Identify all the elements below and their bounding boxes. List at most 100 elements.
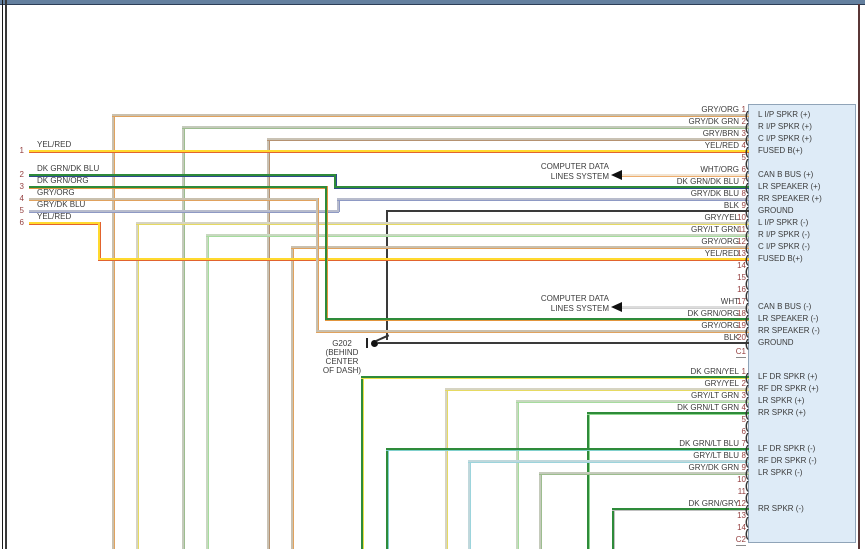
wire-segment: [29, 150, 749, 153]
pin-bracket-icon: (: [745, 302, 749, 314]
pin-label: LR SPEAKER (+): [758, 182, 821, 191]
wire-name-label: GRY/YEL: [704, 213, 739, 222]
pin-number: 20: [737, 333, 746, 342]
pin-label: GROUND: [758, 206, 794, 215]
left-wire-number: 5: [19, 206, 24, 215]
pin-bracket-icon: (: [745, 528, 749, 540]
pin-bracket-icon: (: [745, 408, 749, 420]
wire-segment: [206, 234, 749, 237]
computer-data-note-top: COMPUTER DATA LINES SYSTEM: [489, 162, 609, 182]
pin-label: R I/P SPKR (-): [758, 230, 810, 239]
left-wire-label: YEL/RED: [37, 212, 72, 221]
wire-name-label: DK GRN/DK BLU: [676, 177, 739, 186]
wire-segment: [361, 376, 364, 549]
pin-number: 12: [737, 237, 746, 246]
pin-label: RF DR SPKR (-): [758, 456, 817, 465]
pin-label: RR SPEAKER (+): [758, 194, 822, 203]
wire-segment: [539, 472, 749, 475]
wire-name-label: DK GRN/LT BLU: [679, 439, 739, 448]
left-wire-label: GRY/ORG: [37, 188, 75, 197]
wire-segment: [98, 258, 749, 261]
wire-segment: [334, 174, 337, 188]
computer-data-note-top-line2: LINES SYSTEM: [550, 172, 609, 181]
wire-segment: [334, 186, 749, 189]
pin-bracket-icon: (: [745, 468, 749, 480]
wire-segment: [29, 210, 339, 213]
pin-number: 1: [741, 367, 746, 376]
pin-number: 12: [737, 499, 746, 508]
connector-c1-label-text: C1: [735, 347, 746, 358]
pin-label: CAN B BUS (-): [758, 302, 812, 311]
ground-location-line2: CENTER: [325, 357, 359, 366]
pin-label: FUSED B(+): [758, 254, 803, 263]
pin-number: 4: [741, 141, 746, 150]
pin-label: RR SPEAKER (-): [758, 326, 820, 335]
pin-bracket-icon: (: [745, 372, 749, 384]
left-wire-number: 1: [19, 146, 24, 155]
connector-c2-label: C2: [716, 535, 746, 546]
wire-segment: [612, 508, 749, 511]
wire-name-label: GRY/DK GRN: [688, 117, 739, 126]
pin-number: 14: [737, 261, 746, 270]
wire-segment: [112, 114, 115, 549]
pin-number: 16: [737, 285, 746, 294]
pin-bracket-icon: (: [745, 206, 749, 218]
wire-name-label: WHT/ORG: [700, 165, 739, 174]
window-top-edge: [0, 0, 865, 5]
wire-segment: [29, 222, 100, 225]
pin-number: 7: [741, 177, 746, 186]
left-wire-label: DK GRN/ORG: [37, 176, 89, 185]
left-wire-number: 3: [19, 182, 24, 191]
pin-number: 2: [741, 379, 746, 388]
ground-id: G202: [332, 339, 352, 348]
pin-label: LR SPKR (+): [758, 396, 805, 405]
pin-number: 10: [737, 475, 746, 484]
wire-segment: [516, 400, 749, 403]
wire-segment: [386, 448, 389, 549]
wire-segment: [316, 198, 319, 332]
pin-label: C I/P SPKR (+): [758, 134, 812, 143]
pin-number: 8: [741, 451, 746, 460]
pin-bracket-icon: (: [745, 314, 749, 326]
wire-segment: [621, 306, 749, 309]
pin-number: 9: [741, 201, 746, 210]
wire-name-label: GRY/DK GRN: [688, 463, 739, 472]
connector-c1-label: C1: [716, 347, 746, 358]
pin-number: 2: [741, 117, 746, 126]
pin-bracket-icon: (: [745, 326, 749, 338]
pin-label: RF DR SPKR (+): [758, 384, 819, 393]
pin-bracket-icon: (: [745, 492, 749, 504]
pin-label: CAN B BUS (+): [758, 170, 814, 179]
pin-number: 10: [737, 213, 746, 222]
pin-number: 14: [737, 523, 746, 532]
pin-number: 5: [741, 415, 746, 424]
pin-number: 17: [737, 297, 746, 306]
pin-label: RR SPKR (-): [758, 504, 804, 513]
wire-segment: [587, 412, 749, 415]
wire-name-label: GRY/ORG: [701, 105, 739, 114]
pin-number: 18: [737, 309, 746, 318]
wire-segment: [29, 198, 318, 201]
wire-name-label: BLK: [723, 333, 739, 342]
wire-segment: [136, 222, 749, 225]
pin-number: 11: [737, 487, 746, 496]
pin-bracket-icon: (: [745, 338, 749, 350]
left-wire-label: YEL/RED: [37, 140, 72, 149]
pin-number: 7: [741, 439, 746, 448]
pin-label: R I/P SPKR (+): [758, 122, 812, 131]
computer-data-arrow-top-icon: [611, 170, 622, 180]
pin-number: 3: [741, 391, 746, 400]
pin-bracket-icon: (: [745, 384, 749, 396]
wire-segment: [267, 138, 749, 141]
left-frame-border-inner: [5, 0, 7, 549]
pin-number: 19: [737, 321, 746, 330]
pin-bracket-icon: (: [745, 504, 749, 516]
wire-segment: [621, 174, 749, 177]
wire-segment: [182, 126, 749, 129]
pin-bracket-icon: (: [745, 194, 749, 206]
wire-segment: [206, 234, 209, 549]
pin-bracket-icon: (: [745, 146, 749, 158]
pin-label: LF DR SPKR (-): [758, 444, 816, 453]
pin-bracket-icon: (: [745, 158, 749, 170]
wire-segment: [316, 330, 749, 333]
